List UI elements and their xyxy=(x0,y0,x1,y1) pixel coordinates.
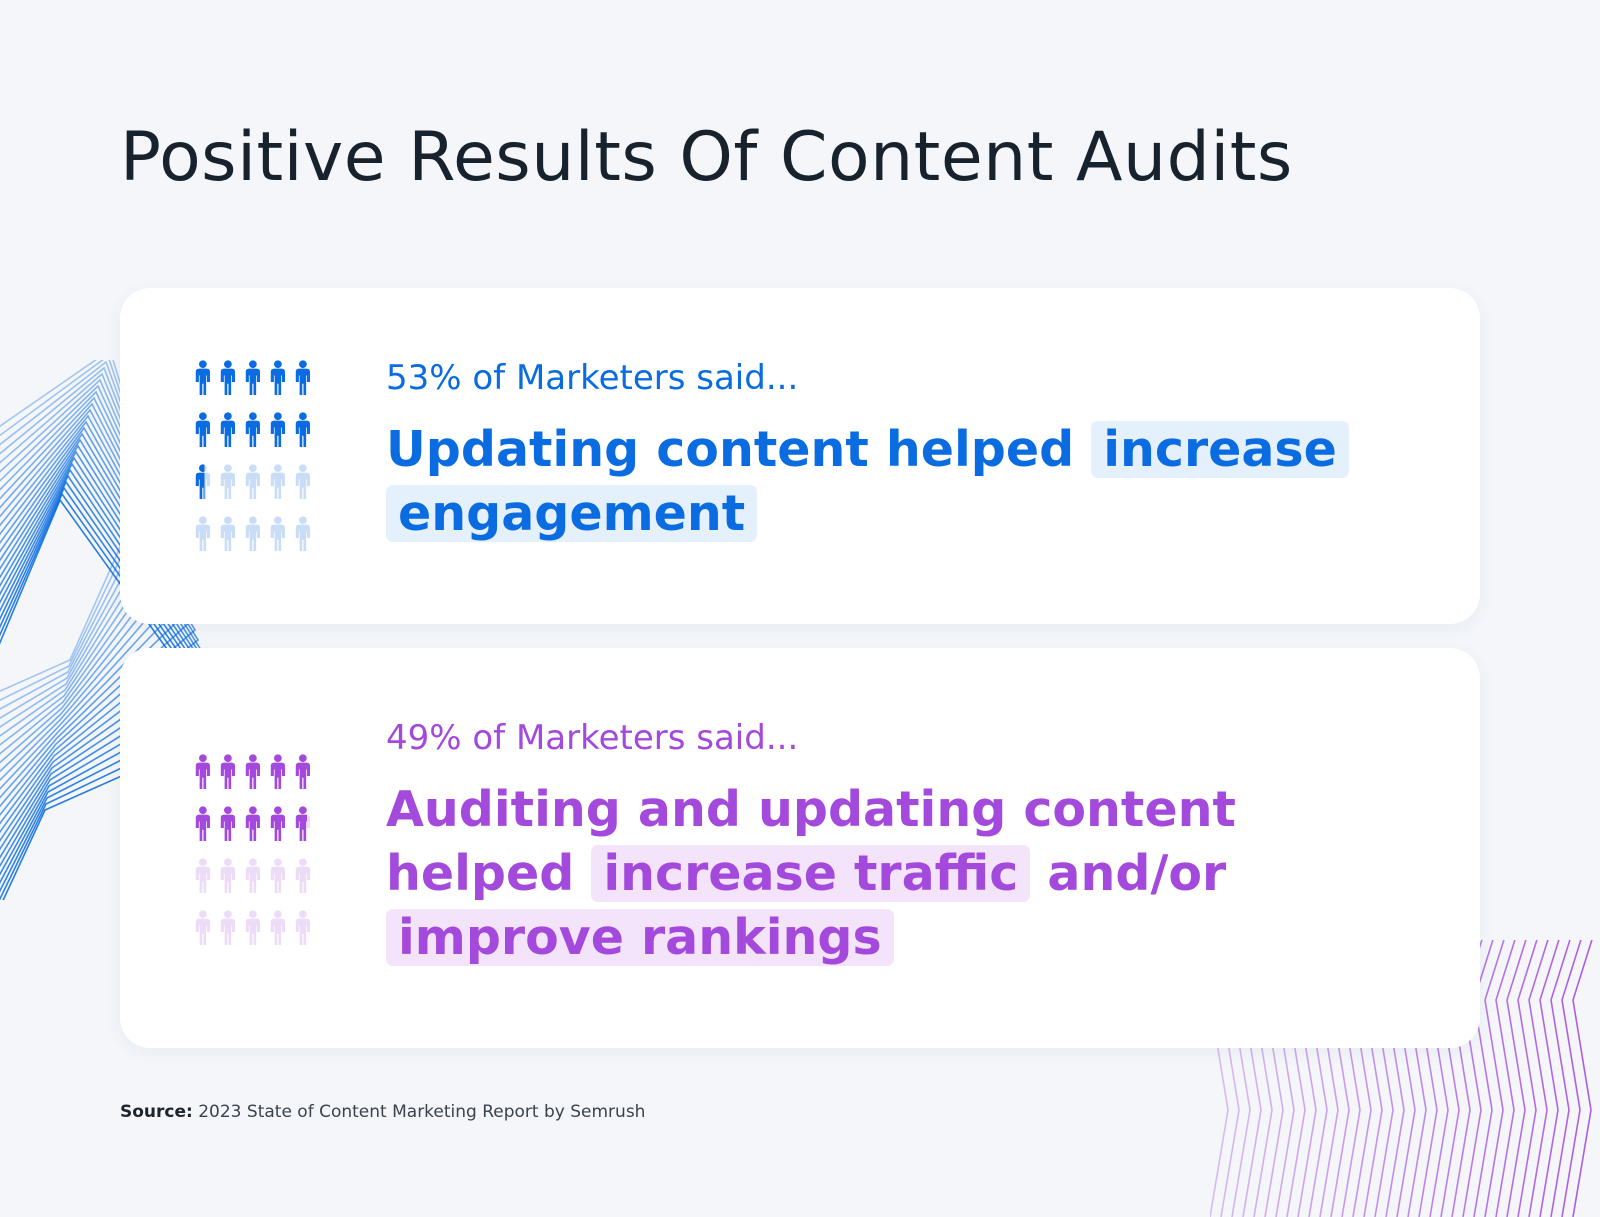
pictogram-chart xyxy=(195,754,310,945)
stat-statement: Updating content helped increase engagem… xyxy=(386,418,1406,546)
person-icon-filled xyxy=(220,806,235,841)
person-icon-empty xyxy=(295,464,310,499)
person-icon-filled xyxy=(270,806,285,841)
stat-kicker: 49% of Marketers said... xyxy=(386,718,799,758)
person-icon-empty xyxy=(220,858,235,893)
person-icon-filled xyxy=(220,412,235,447)
source-label: Source: xyxy=(120,1102,193,1122)
statement-text: Auditing and updating content helped xyxy=(386,781,1236,902)
pictogram-chart xyxy=(195,360,310,551)
person-icon-filled xyxy=(295,360,310,395)
person-icon-filled xyxy=(270,754,285,789)
person-icon-empty xyxy=(220,910,235,945)
stat-text: 49% of Marketers said... Auditing and up… xyxy=(386,716,1406,970)
person-icon-filled xyxy=(195,806,210,841)
source-note: Source: 2023 State of Content Marketing … xyxy=(120,1102,645,1122)
person-icon-filled xyxy=(195,360,210,395)
person-icon-filled xyxy=(295,754,310,789)
person-icon-filled xyxy=(295,412,310,447)
pictogram-traffic xyxy=(194,752,318,948)
person-icon-empty xyxy=(270,858,285,893)
stat-card-traffic: 49% of Marketers said... Auditing and up… xyxy=(120,648,1480,1048)
stat-text: 53% of Marketers said... Updating conten… xyxy=(386,356,1406,546)
person-icon-empty xyxy=(295,516,310,551)
person-icon-empty xyxy=(245,858,260,893)
statement-text: Updating content helped xyxy=(386,421,1075,478)
person-icon-empty xyxy=(245,464,260,499)
stat-statement: Auditing and updating content helped inc… xyxy=(386,778,1406,970)
source-text: 2023 State of Content Marketing Report b… xyxy=(198,1102,646,1122)
person-icon-empty xyxy=(270,910,285,945)
person-icon-empty xyxy=(220,516,235,551)
person-icon-empty xyxy=(195,516,210,551)
person-icon-filled xyxy=(195,412,210,447)
person-icon-empty xyxy=(195,858,210,893)
stat-card-engagement: 53% of Marketers said... Updating conten… xyxy=(120,288,1480,624)
person-icon-empty xyxy=(220,464,235,499)
person-icon-empty xyxy=(245,910,260,945)
pictogram-engagement xyxy=(194,358,318,554)
person-icon-empty xyxy=(195,910,210,945)
stat-kicker: 53% of Marketers said... xyxy=(386,358,799,398)
person-icon-empty xyxy=(270,516,285,551)
person-icon-filled xyxy=(195,754,210,789)
person-icon-filled xyxy=(245,754,260,789)
person-icon-filled xyxy=(245,360,260,395)
statement-highlight: increase xyxy=(1091,421,1349,478)
statement-text: and/or xyxy=(1047,845,1227,902)
person-icon-filled xyxy=(270,412,285,447)
person-icon-filled xyxy=(245,806,260,841)
person-icon-empty xyxy=(270,464,285,499)
page-title: Positive Results Of Content Audits xyxy=(120,118,1293,197)
person-icon-partial xyxy=(195,464,210,499)
statement-highlight: engagement xyxy=(386,485,758,542)
person-icon-partial xyxy=(295,806,310,841)
person-icon-filled xyxy=(220,754,235,789)
person-icon-empty xyxy=(295,858,310,893)
person-icon-filled xyxy=(220,360,235,395)
person-icon-filled xyxy=(245,412,260,447)
person-icon-empty xyxy=(295,910,310,945)
person-icon-empty xyxy=(245,516,260,551)
statement-highlight: improve rankings xyxy=(386,909,894,966)
person-icon-filled xyxy=(270,360,285,395)
statement-highlight: increase traffic xyxy=(591,845,1031,902)
